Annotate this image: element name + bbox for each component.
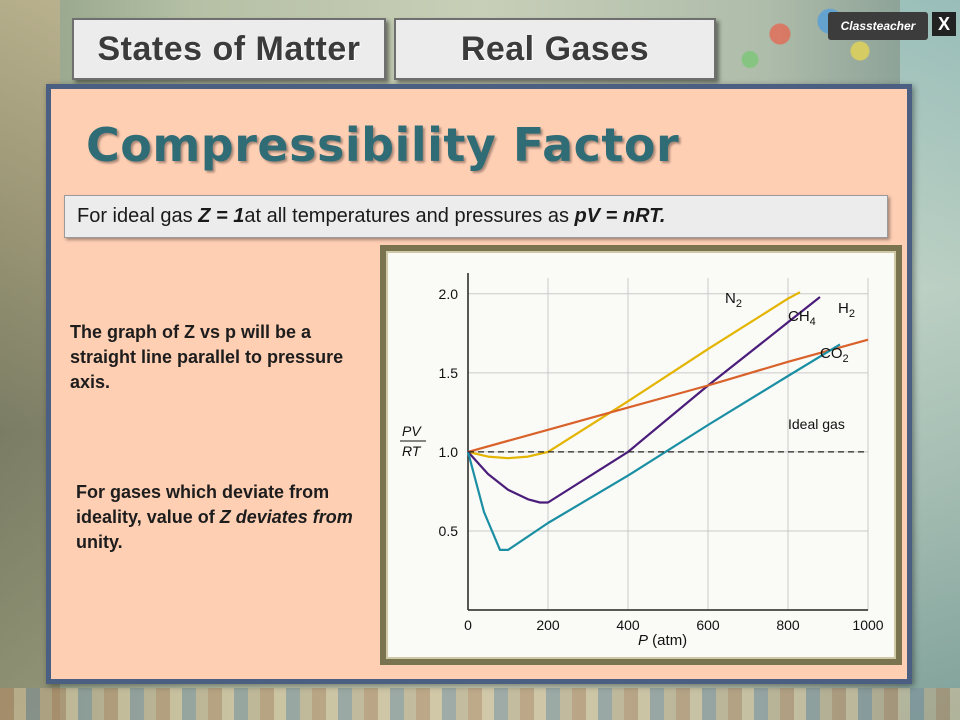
explanation-real-part2: unity.: [76, 532, 123, 552]
series-line-ch4: [467, 296, 821, 504]
x-tick-label: 800: [776, 617, 800, 633]
slide-title: Compressibility Factor: [86, 118, 680, 172]
x-axis-label: P (atm): [638, 632, 687, 649]
graph-area: 0 200 400 600 800 1000 0.5 1.0 1.5 2.0 N2 CH4 H2 …: [386, 251, 896, 659]
label-co2: CO2: [820, 345, 849, 365]
chart-axes: [467, 273, 868, 611]
definition-middle: at all temperatures and pressures as: [244, 205, 569, 227]
y-tick-label: 2.0: [439, 286, 459, 302]
bottom-decoration: [0, 688, 960, 720]
explanation-ideal: The graph of Z vs p will be a straight l…: [70, 322, 344, 392]
label-n2: N2: [725, 290, 742, 310]
y-tick-label: 1.5: [439, 365, 459, 381]
label-h2: H2: [838, 300, 855, 320]
x-tick-label: 200: [536, 617, 560, 633]
x-tick-label: 600: [696, 617, 720, 633]
series-line-co2: [466, 343, 841, 551]
definition-box: For ideal gas Z = 1 at all temperatures …: [64, 195, 888, 238]
explanation-real-emphasis: Z deviates from: [219, 507, 353, 527]
x-tick-label: 400: [616, 617, 640, 633]
definition-prefix: For ideal gas: [77, 205, 193, 227]
label-ch4: CH4: [788, 308, 816, 328]
graph-frame: 0 200 400 600 800 1000 0.5 1.0 1.5 2.0 N2 CH4 H2 …: [380, 245, 902, 665]
chart-series: [466, 291, 869, 551]
y-axis-label-pv: PV: [402, 423, 422, 439]
definition-emphasis-2: pV = nRT.: [574, 205, 666, 227]
definition-emphasis-1: Z = 1: [198, 205, 245, 227]
tab-states-of-matter[interactable]: States of Matter: [72, 18, 386, 80]
y-tick-label: 1.0: [439, 444, 459, 460]
x-tick-label: 1000: [852, 617, 883, 633]
close-button[interactable]: X: [932, 12, 956, 36]
y-tick-label: 0.5: [439, 523, 459, 539]
series-line-n2: [467, 291, 801, 460]
chart-ticks: 0 200 400 600 800 1000 0.5 1.0 1.5 2.0: [439, 286, 884, 633]
label-ideal-gas: Ideal gas: [788, 416, 845, 432]
brand-logo: Classteacher: [828, 12, 928, 40]
series-line-h2: [467, 338, 869, 453]
explanation-real: For gases which deviate from ideality, v…: [76, 480, 376, 555]
explanation-real-part1: For gases which deviate from ideality, v…: [76, 482, 330, 527]
tab-real-gases[interactable]: Real Gases: [394, 18, 716, 80]
y-axis-label-rt: RT: [402, 443, 422, 459]
tab-label: States of Matter: [97, 29, 361, 68]
chart-grid: [468, 278, 869, 610]
x-tick-label: 0: [464, 617, 472, 633]
tab-label: Real Gases: [460, 29, 650, 68]
